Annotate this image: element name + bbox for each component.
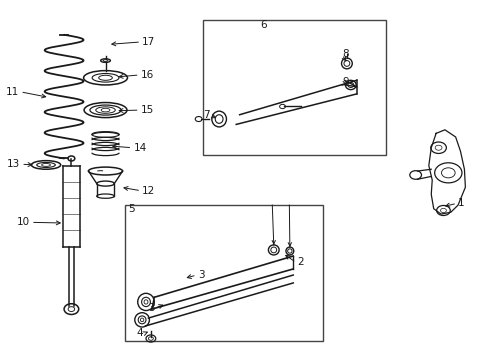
Bar — [203, 21, 385, 155]
Text: 11: 11 — [6, 87, 19, 97]
Text: 7: 7 — [203, 110, 209, 120]
Text: 1: 1 — [457, 198, 464, 208]
Bar — [125, 205, 322, 341]
Text: 13: 13 — [7, 159, 20, 169]
Text: 12: 12 — [142, 186, 155, 196]
Text: 5: 5 — [128, 204, 134, 214]
Text: 6: 6 — [260, 20, 267, 30]
Text: 10: 10 — [17, 217, 30, 227]
Text: 9: 9 — [341, 77, 348, 87]
Text: 14: 14 — [133, 143, 146, 153]
Text: 16: 16 — [141, 70, 154, 80]
Text: 3: 3 — [197, 270, 204, 280]
Text: 15: 15 — [141, 105, 154, 115]
Text: 8: 8 — [341, 49, 348, 59]
Text: 2: 2 — [297, 257, 303, 267]
Text: 4: 4 — [136, 328, 143, 338]
Text: 3: 3 — [147, 303, 154, 313]
Text: 17: 17 — [142, 37, 155, 47]
